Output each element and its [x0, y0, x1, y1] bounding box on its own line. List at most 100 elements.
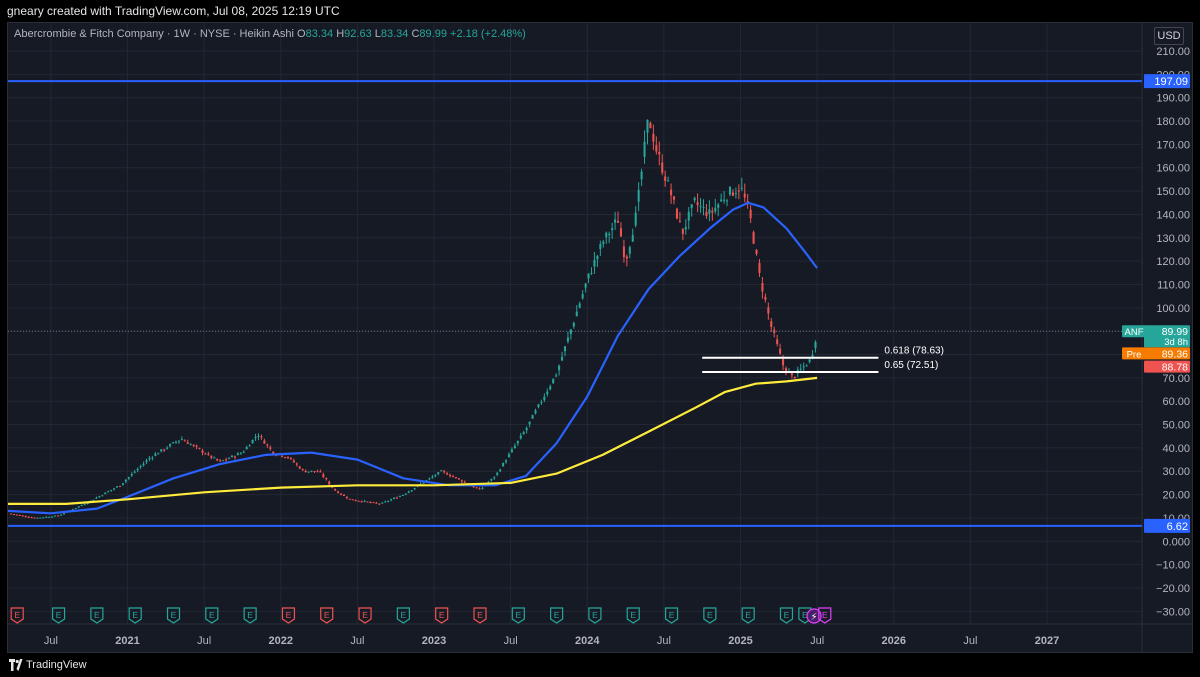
- candle-body: [310, 470, 313, 472]
- candle-body: [578, 303, 581, 308]
- candle-body: [720, 199, 723, 202]
- candle-body: [354, 500, 357, 502]
- earnings-marker-icon: [205, 607, 219, 624]
- candle-body: [699, 205, 702, 207]
- price-tag-bg: [1144, 325, 1190, 348]
- candle-body: [281, 455, 284, 457]
- candle-body: [696, 202, 699, 205]
- earnings-marker-icon: [10, 607, 24, 624]
- candle-body: [413, 488, 416, 490]
- price-tag-bg: [1144, 360, 1190, 373]
- price-tag-bg: [1144, 347, 1190, 360]
- candle-body: [472, 486, 475, 488]
- earnings-marker-icon: [435, 607, 449, 624]
- candle-body: [434, 475, 437, 477]
- candle-body: [118, 485, 122, 487]
- candle-body: [678, 220, 681, 222]
- candle-body: [12, 514, 15, 516]
- candle-body: [449, 475, 452, 477]
- chart-canvas[interactable]: 210.00200.00190.00180.00170.00160.00150.…: [8, 23, 1193, 653]
- candle-body: [198, 447, 201, 449]
- footer: TradingView: [0, 653, 1200, 677]
- candle-body: [658, 151, 661, 155]
- legend-open: 83.34: [305, 28, 334, 40]
- candle-body: [708, 209, 711, 214]
- y-tick-label: 160.00: [1156, 163, 1190, 175]
- y-tick-label: −30.00: [1156, 606, 1190, 618]
- candle-body: [222, 460, 225, 462]
- candle-body: [734, 193, 737, 195]
- candle-body: [395, 497, 399, 499]
- price-tag-countdown: 3d 8h: [1164, 337, 1188, 348]
- candle-body: [107, 491, 110, 493]
- candle-body: [422, 482, 425, 484]
- earnings-marker-label: E: [630, 610, 636, 620]
- candle-body: [101, 495, 104, 497]
- candle-body: [640, 171, 643, 180]
- candle-body: [670, 189, 673, 196]
- candle-body: [18, 515, 21, 517]
- candle-body: [116, 486, 119, 488]
- currency-button[interactable]: USD: [1154, 27, 1184, 45]
- candle-body: [705, 211, 708, 217]
- candle-body: [348, 498, 351, 500]
- candle-body: [266, 444, 269, 446]
- candle-body: [525, 427, 528, 431]
- candle-body: [608, 234, 611, 236]
- earnings-marker-icon: [166, 607, 181, 624]
- candle-body: [95, 497, 98, 499]
- candle-body: [307, 471, 310, 473]
- candle-body: [195, 445, 198, 447]
- candle-body: [80, 505, 83, 507]
- price-tag-symbol-bg: [1122, 347, 1146, 360]
- candle-body: [616, 221, 620, 223]
- earnings-marker-icon: [779, 607, 794, 624]
- candle-body: [366, 501, 369, 503]
- candle-body: [169, 444, 172, 447]
- candle-body: [213, 457, 216, 459]
- x-tick-label: Jul: [350, 635, 364, 647]
- candle-body: [619, 228, 623, 237]
- earnings-marker-label: E: [707, 610, 713, 620]
- earnings-marker-label: E: [324, 610, 330, 620]
- candle-body: [257, 435, 260, 437]
- y-tick-label: 40.00: [1162, 443, 1190, 455]
- candle-body: [552, 378, 555, 384]
- candle-body: [42, 517, 45, 519]
- candle-body: [569, 329, 572, 335]
- candle-body: [652, 133, 655, 142]
- earnings-marker-label: E: [515, 610, 521, 620]
- legend-high: 92.63: [344, 28, 372, 40]
- candle-body: [207, 453, 210, 455]
- candle-body: [36, 517, 39, 519]
- x-tick-label: 2021: [115, 635, 139, 647]
- earnings-marker-label: E: [56, 610, 62, 620]
- chart-panel[interactable]: 210.00200.00190.00180.00170.00160.00150.…: [7, 22, 1193, 653]
- earnings-marker-label: E: [592, 610, 598, 620]
- candle-body: [269, 447, 272, 449]
- candle-body: [761, 283, 764, 292]
- candle-body: [166, 447, 169, 449]
- symbol-legend: Abercrombie & Fitch Company · 1W · NYSE …: [14, 26, 526, 42]
- candle-body: [711, 210, 714, 213]
- candle-body: [316, 471, 319, 473]
- candle-body: [339, 493, 343, 495]
- earnings-marker-label: E: [171, 610, 177, 620]
- candle-body: [605, 232, 608, 237]
- candle-body: [749, 209, 752, 219]
- candle-body: [540, 402, 543, 404]
- candle-body: [369, 501, 372, 503]
- candle-body: [98, 496, 101, 498]
- candle-body: [60, 514, 63, 516]
- candle-body: [357, 500, 360, 502]
- candle-body: [384, 501, 387, 503]
- tradingview-logo-icon: [9, 659, 23, 671]
- candle-body: [561, 356, 564, 361]
- candle-body: [637, 189, 640, 202]
- candle-body: [86, 503, 89, 505]
- candle-body: [245, 447, 248, 450]
- candle-body: [189, 444, 192, 446]
- candle-body: [437, 472, 440, 475]
- x-tick-label: 2026: [882, 635, 906, 647]
- earnings-marker-icon: [664, 607, 679, 624]
